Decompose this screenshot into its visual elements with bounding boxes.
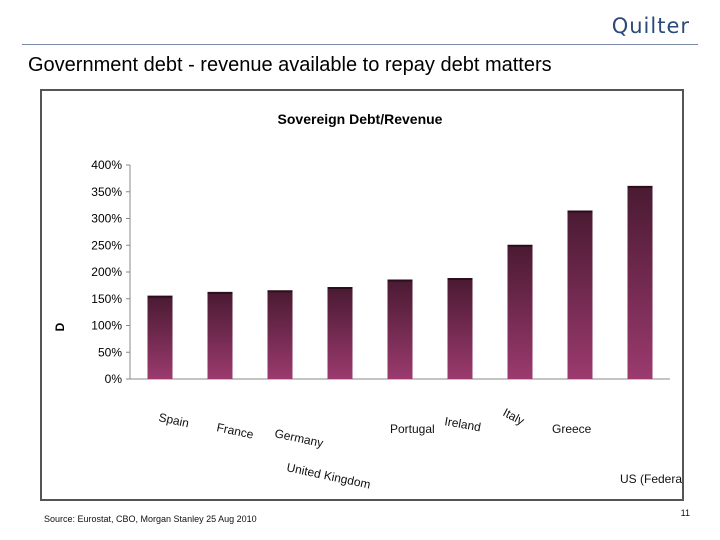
x-tick-label: Spain <box>157 410 190 430</box>
y-tick-label: 250% <box>91 238 122 252</box>
x-tick-labels: Spain France Germany United Kingdom Portugal… <box>157 405 682 491</box>
bar <box>327 288 353 379</box>
bar <box>567 211 593 379</box>
bar <box>147 296 173 379</box>
y-tick-label: 200% <box>91 265 122 279</box>
bars <box>147 185 653 379</box>
x-tick-label: France <box>215 420 255 442</box>
y-tick-label: 400% <box>91 158 122 172</box>
bar <box>207 292 233 379</box>
bar <box>627 186 653 379</box>
y-tick-labels: 0% 50% 100% 150% 200% 250% 300% 350% 400% <box>91 158 130 386</box>
chart-title: Sovereign Debt/Revenue <box>278 111 443 127</box>
x-tick-label: US (Federal) G <box>620 472 682 486</box>
chart-frame: Sovereign Debt/Revenue D 0% 50% 100% 150% 20… <box>40 89 684 501</box>
header-rule <box>22 44 698 45</box>
x-tick-label: Germany <box>273 426 324 450</box>
x-tick-label: Ireland <box>443 414 482 434</box>
y-tick-label: 350% <box>91 185 122 199</box>
y-tick-label: 150% <box>91 292 122 306</box>
x-tick-label: Greece <box>552 422 592 436</box>
bar <box>387 280 413 379</box>
bar-chart: Sovereign Debt/Revenue D 0% 50% 100% 150% 20… <box>53 111 682 492</box>
y-tick-label: 0% <box>105 372 123 386</box>
y-tick-label: 100% <box>91 319 122 333</box>
bar <box>447 278 473 379</box>
x-tick-label: United Kingdom <box>285 460 371 491</box>
y-tick-label: 50% <box>98 345 122 359</box>
x-tick-label: Italy <box>501 405 527 428</box>
x-tick-label: Portugal <box>390 422 435 436</box>
company-logo: Quilter <box>611 14 690 38</box>
y-tick-label: 300% <box>91 212 122 226</box>
source-note: Source: Eurostat, CBO, Morgan Stanley 25… <box>44 514 257 524</box>
bar <box>267 291 293 379</box>
bar <box>507 245 533 379</box>
page-number: 11 <box>680 508 690 518</box>
y-axis-label: D <box>53 322 67 331</box>
slide-title: Government debt - revenue available to r… <box>28 54 552 76</box>
